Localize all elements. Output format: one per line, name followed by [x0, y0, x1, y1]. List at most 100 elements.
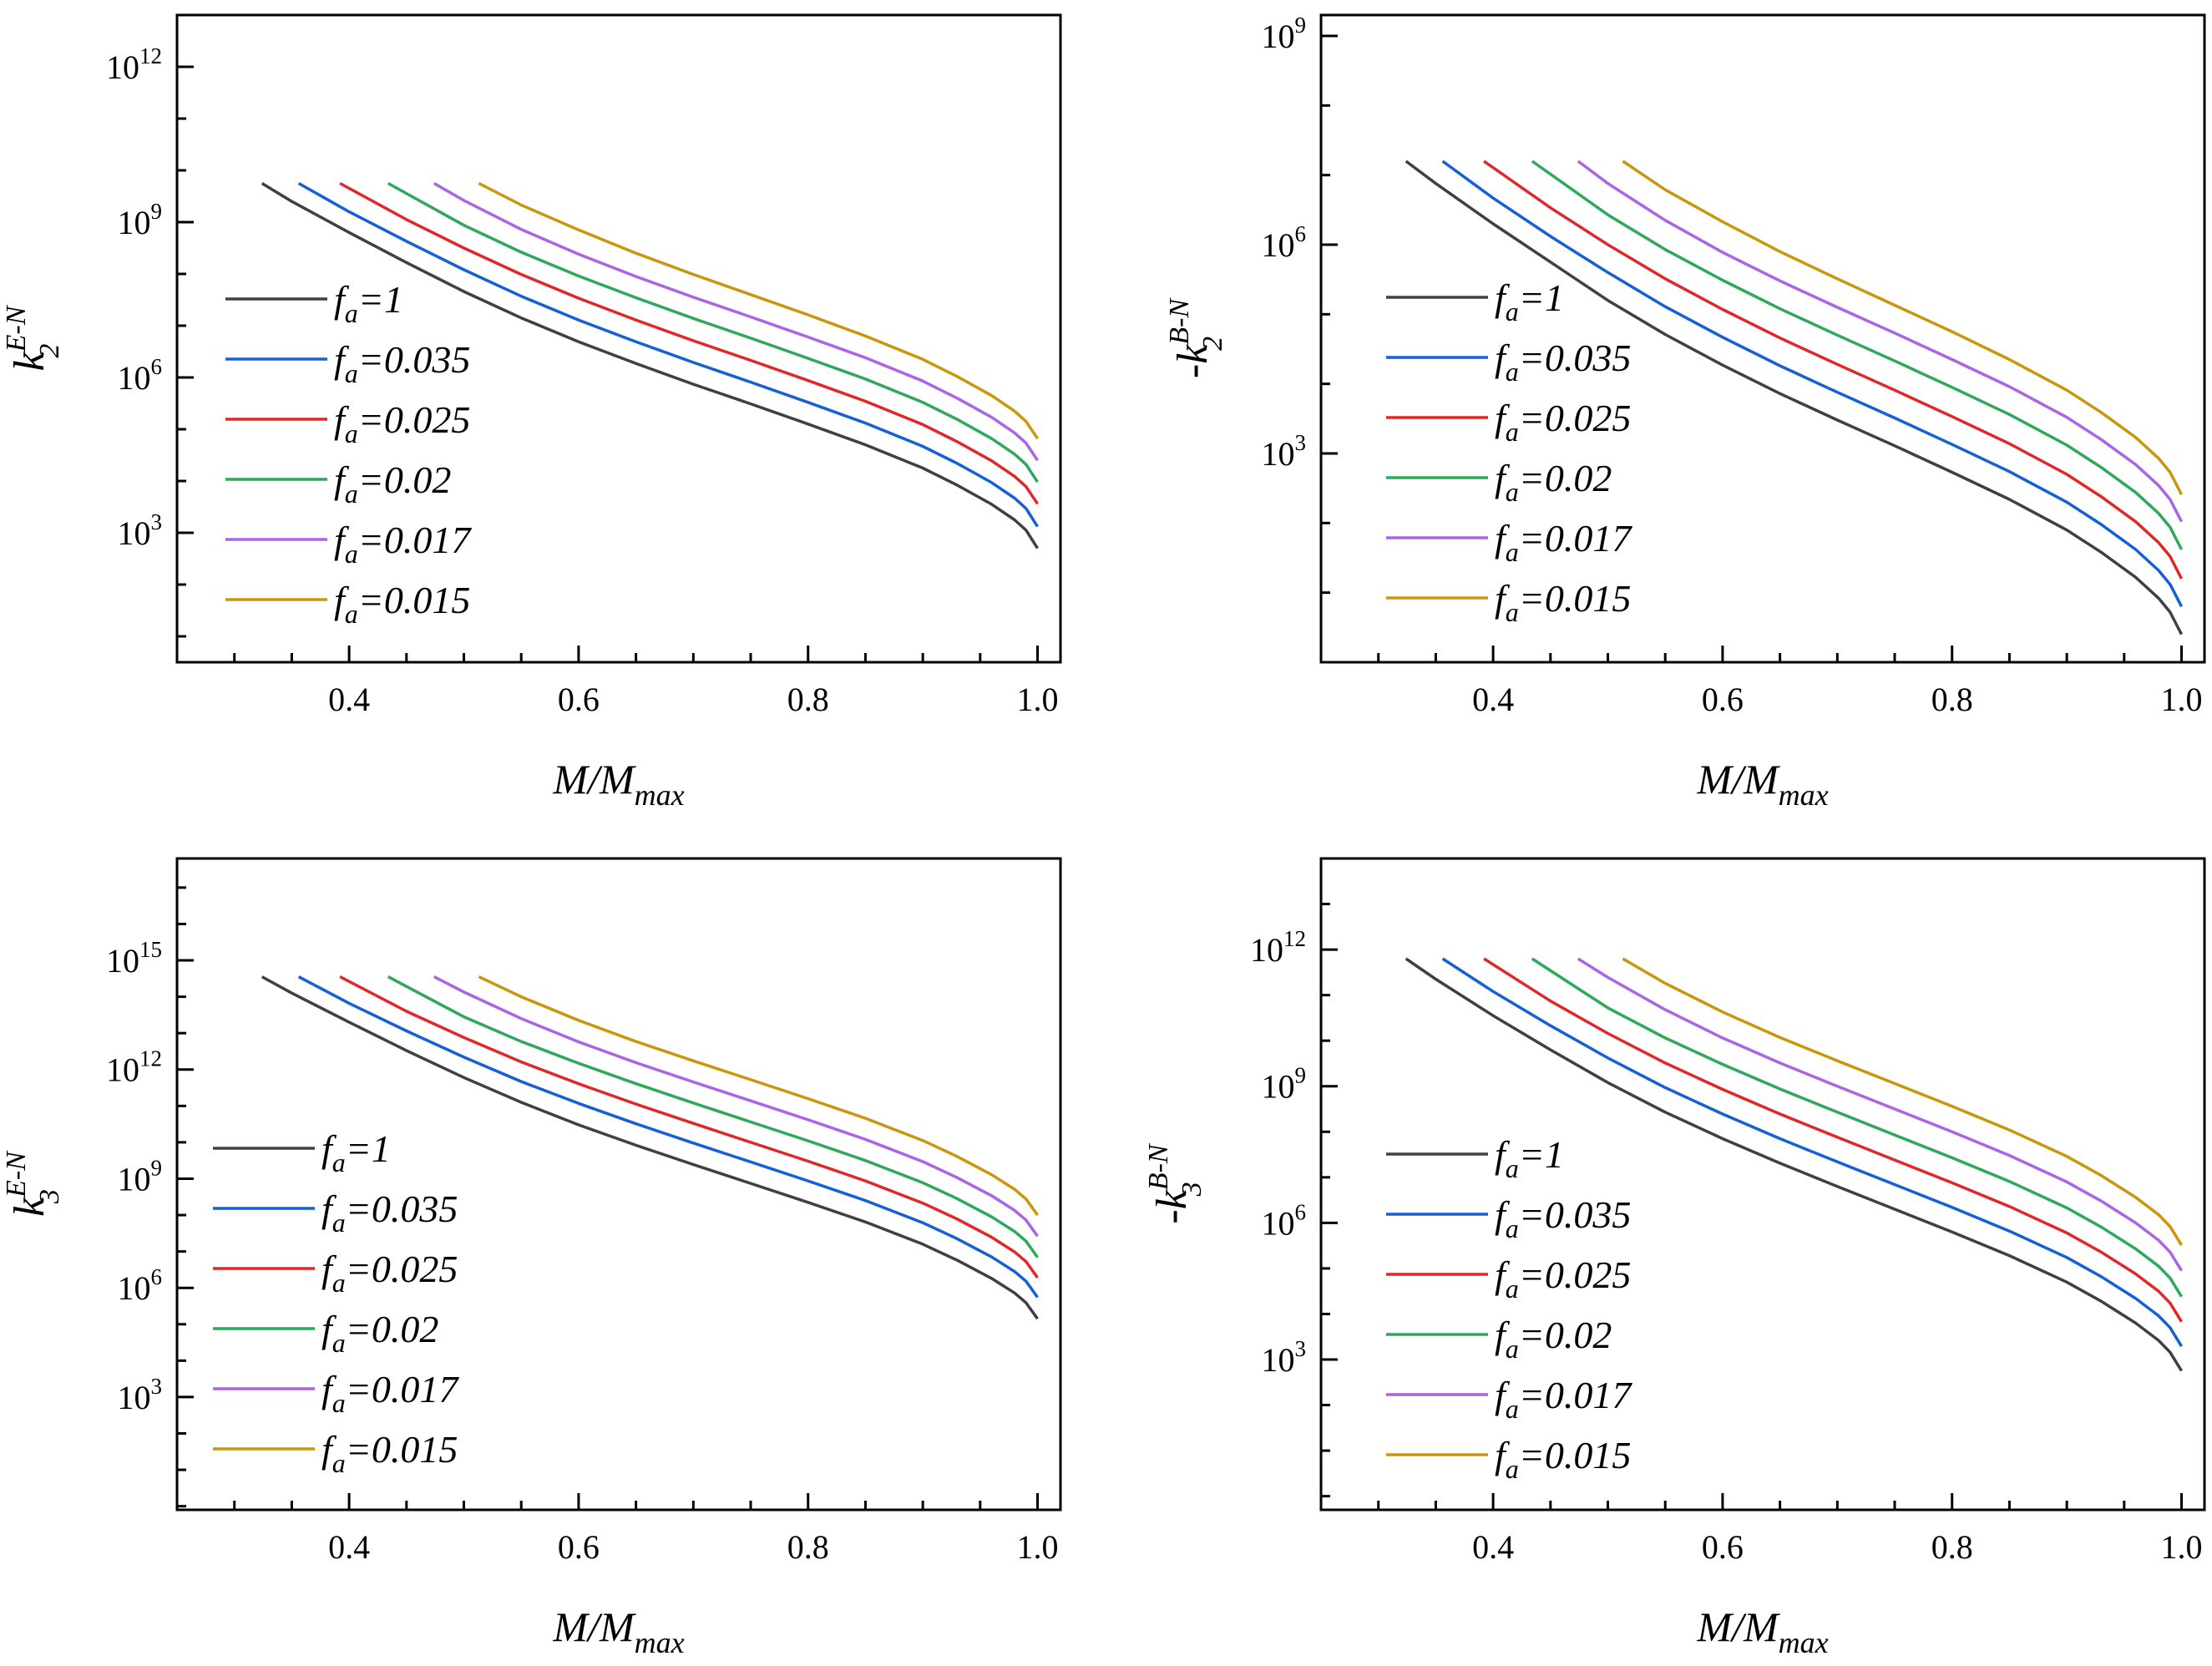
x-axis-label: M/Mmax: [1696, 1603, 1828, 1659]
y-tick-label: 109: [118, 199, 163, 241]
series-line-4: [433, 975, 1039, 1238]
y-axis-label: -kB-N3: [1143, 1142, 1207, 1224]
series-line-4: [1577, 957, 2183, 1272]
series-line-0: [1405, 160, 2184, 636]
x-tick-label: 0.8: [787, 681, 829, 718]
x-tick-label: 0.4: [328, 681, 370, 718]
x-axis-label: M/Mmax: [1696, 756, 1828, 812]
series-line-2: [1483, 957, 2183, 1323]
plot-frame: [1319, 13, 2206, 664]
series-line-0: [1405, 957, 2183, 1372]
legend-label: fa=0.035: [321, 1187, 458, 1238]
legend-label: fa=1: [321, 1127, 391, 1177]
y-tick-label: 103: [118, 1374, 163, 1416]
y-tick-exponent: 3: [1295, 430, 1307, 455]
legend-label: fa=0.035: [1495, 337, 1631, 387]
y-tick-base: 10: [118, 1269, 151, 1307]
legend-label: fa=0.02: [1495, 457, 1612, 507]
y-tick-exponent: 9: [1295, 13, 1307, 38]
plot-frame: [175, 13, 1062, 664]
legend-label: fa=0.02: [321, 1308, 438, 1358]
series-line-4: [433, 181, 1039, 462]
y-tick-label: 106: [118, 354, 163, 397]
legend-label: fa=0.017: [1495, 517, 1632, 567]
legend-label: fa=0.015: [1495, 1434, 1631, 1484]
y-tick-exponent: 6: [151, 354, 163, 379]
y-tick-label: 109: [1262, 1063, 1307, 1106]
legend: fa=1 fa=0.035 fa=0.025 fa=0.02 fa=0.017 fa=0.…: [213, 1127, 459, 1478]
x-tick-label: 0.8: [1931, 681, 1973, 718]
x-tick-label: 0.6: [558, 681, 600, 718]
y-tick-exponent: 6: [1295, 1199, 1307, 1224]
legend-label: fa=0.017: [334, 519, 472, 569]
legend-label: fa=0.015: [321, 1428, 458, 1478]
series-line-1: [297, 975, 1039, 1299]
series-line-1: [1441, 957, 2183, 1348]
y-tick-exponent: 6: [1295, 221, 1307, 246]
legend-label: fa=0.015: [1495, 577, 1631, 627]
legend-label: fa=0.025: [321, 1248, 458, 1298]
legend: fa=1 fa=0.035 fa=0.025 fa=0.02 fa=0.017 fa=0.…: [1386, 276, 1632, 627]
y-tick-label: 1012: [1250, 926, 1306, 969]
plot-frame: [175, 857, 1062, 1512]
y-tick-label: 106: [1262, 221, 1307, 264]
y-tick-base: 10: [106, 942, 139, 980]
y-tick-base: 10: [1262, 226, 1295, 264]
x-tick-label: 0.4: [1472, 1528, 1514, 1566]
x-tick-label: 1.0: [2161, 1528, 2203, 1566]
legend-label: fa=1: [334, 278, 403, 328]
y-tick-label: 109: [118, 1155, 163, 1198]
legend-label: fa=0.035: [1495, 1193, 1631, 1243]
y-axis-label: kE-N3: [1, 1150, 65, 1217]
legend-label: fa=1: [1495, 1133, 1564, 1183]
y-tick-label: 106: [1262, 1199, 1307, 1242]
y-tick-exponent: 3: [151, 1374, 163, 1399]
y-tick-exponent: 9: [151, 199, 163, 224]
y-axis-label: -kB-N2: [1164, 297, 1228, 379]
legend-label: fa=0.025: [1495, 1253, 1631, 1304]
series-line-5: [1622, 160, 2184, 495]
y-tick-exponent: 9: [151, 1155, 163, 1180]
x-axis-label: M/Mmax: [552, 1603, 684, 1659]
x-tick-label: 1.0: [1017, 1528, 1059, 1566]
y-tick-label: 106: [118, 1264, 163, 1307]
series-line-5: [478, 181, 1039, 440]
chart-panel-bottom-left: 0.4 0.6 0.8 1.010310610910121015fa=1fa=0.03…: [1, 857, 1062, 1659]
legend-label: fa=0.025: [1495, 397, 1631, 447]
y-tick-label: 1012: [106, 1046, 162, 1089]
x-axis-label: M/Mmax: [552, 756, 684, 812]
y-tick-label: 1012: [106, 43, 162, 86]
series-line-1: [297, 181, 1039, 528]
legend-label: fa=0.017: [321, 1368, 459, 1418]
y-tick-exponent: 9: [1295, 1063, 1307, 1088]
y-tick-label: 109: [1262, 13, 1307, 55]
x-tick-label: 0.6: [1702, 681, 1744, 718]
y-tick-exponent: 12: [139, 1046, 162, 1071]
y-tick-label: 103: [118, 509, 163, 552]
series-line-1: [1441, 160, 2184, 608]
x-tick-label: 0.6: [558, 1528, 600, 1566]
plot-frame: [1319, 857, 2206, 1512]
legend-label: fa=0.02: [334, 458, 451, 509]
series-line-0: [261, 975, 1039, 1320]
y-tick-exponent: 12: [139, 43, 162, 68]
x-tick-label: 0.4: [1472, 681, 1514, 718]
y-tick-base: 10: [1262, 435, 1295, 473]
x-tick-label: 0.8: [787, 1528, 829, 1566]
legend-label: fa=0.015: [334, 579, 470, 629]
legend-label: fa=0.025: [334, 398, 470, 448]
y-tick-exponent: 15: [139, 937, 162, 962]
y-tick-exponent: 12: [1283, 926, 1306, 951]
legend-label: fa=0.02: [1495, 1314, 1612, 1364]
y-tick-base: 10: [1262, 18, 1295, 55]
series-line-3: [1531, 160, 2184, 550]
series-line-3: [387, 181, 1039, 484]
series-line-2: [339, 975, 1039, 1279]
legend-label: fa=0.017: [1495, 1374, 1632, 1424]
x-tick-label: 1.0: [1017, 681, 1059, 718]
chart-panel-top-left: 0.4 0.6 0.8 1.01031061091012fa=1fa=0.035fa=…: [1, 13, 1062, 812]
y-tick-label: 103: [1262, 430, 1307, 473]
series-line-5: [1622, 957, 2183, 1247]
legend-label: fa=1: [1495, 276, 1564, 327]
